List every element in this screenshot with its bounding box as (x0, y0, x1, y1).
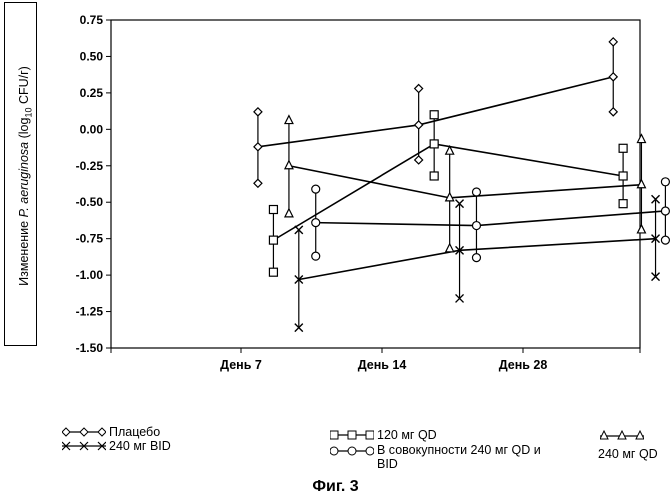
series-1-marker (269, 236, 277, 244)
x-tick-label: День 7 (220, 358, 262, 372)
legend-item-qd120: 120 мг QD (330, 428, 437, 442)
figure-caption: Фиг. 3 (0, 478, 671, 496)
series-4-marker (661, 207, 669, 215)
error-bars (254, 38, 669, 332)
series-1-marker (619, 172, 627, 180)
y-tick-label: -1.50 (76, 341, 104, 355)
series-2-upper-marker (285, 116, 293, 124)
series-2-marker (637, 180, 645, 188)
series-2-upper-marker (637, 135, 645, 143)
y-tick-label: 0.50 (80, 49, 104, 63)
series-2-marker (285, 161, 293, 169)
y-axis-label-prefix: Изменение (17, 217, 31, 285)
series-0-lower-marker (254, 179, 262, 187)
series-4-marker (312, 219, 320, 227)
legend-label-bid240: 240 мг BID (109, 439, 171, 453)
series-0-marker (254, 143, 262, 151)
series-2-lower-marker (446, 244, 454, 252)
series-0-upper-marker (609, 38, 617, 46)
legend-item-placebo: Плацебо (62, 425, 160, 439)
series-0-upper-marker (254, 108, 262, 116)
x-tick-label: День 14 (358, 358, 407, 372)
y-axis-ticks: -1.50 -1.25 -1.00 -0.75 -0.50 -0.25 0.00 0.25 0.… (76, 13, 111, 355)
y-axis-label-organism: P. aeruginosa (17, 142, 31, 218)
series-4-marker (472, 222, 480, 230)
series-4-lower-marker (472, 254, 480, 262)
y-axis-label-unit-2: CFU/г) (17, 66, 31, 107)
legend-swatch-qd240-wrap (600, 429, 647, 441)
series-4-lower-marker (312, 252, 320, 260)
legend-swatch-placebo (62, 426, 106, 438)
legend-label-combined: В совокупности 240 мг QD и BID (377, 443, 541, 471)
legend-label-combined-line2: BID (377, 457, 541, 471)
series-0-upper-marker (415, 85, 423, 93)
y-axis-label: Изменение P. aeruginosa (log10 CFU/г) (17, 66, 34, 286)
y-tick-label: -1.00 (76, 268, 104, 282)
series-0-marker (415, 121, 423, 129)
series-1-lower-marker (430, 172, 438, 180)
x-axis-ticks: День 7 День 14 День 28 (111, 348, 640, 372)
series-1-lower-marker (269, 268, 277, 276)
legend-swatch-qd120 (330, 429, 374, 441)
legend-swatch-combined (330, 445, 374, 457)
y-axis-label-subscript: 10 (23, 108, 33, 118)
series-4-lower-marker (661, 236, 669, 244)
y-tick-label: -0.75 (76, 232, 104, 246)
legend-label-placebo: Плацебо (109, 425, 160, 439)
series-0-lower-marker (609, 108, 617, 116)
y-tick-label: -1.25 (76, 305, 104, 319)
legend-label-qd120: 120 мг QD (377, 428, 437, 442)
plot-frame (111, 20, 640, 348)
legend-item-qd240: 240 мг QD (598, 447, 658, 461)
series-4-upper-marker (472, 188, 480, 196)
legend-label-combined-line1: В совокупности 240 мг QD и (377, 443, 541, 457)
y-tick-label: -0.50 (76, 195, 104, 209)
series-1-marker (430, 140, 438, 148)
series-4-line (316, 211, 666, 226)
series-4-upper-marker (312, 185, 320, 193)
series-1-lower-marker (619, 200, 627, 208)
series-1-upper-marker (269, 206, 277, 214)
x-tick-label: День 28 (499, 358, 548, 372)
series-1-upper-marker (619, 144, 627, 152)
legend-swatch-qd240 (600, 429, 644, 441)
legend-swatch-bid240 (62, 440, 106, 452)
series-0-marker (609, 73, 617, 81)
y-tick-label: 0.00 (80, 122, 104, 136)
series-2-lower-marker (285, 209, 293, 217)
series-0-lower-marker (415, 156, 423, 164)
legend-label-qd240: 240 мг QD (598, 447, 658, 461)
series-4-upper-marker (661, 178, 669, 186)
y-axis-label-box: Изменение P. aeruginosa (log10 CFU/г) (4, 2, 37, 346)
legend-item-combined: В совокупности 240 мг QD и BID (330, 443, 541, 471)
series-1-upper-marker (430, 111, 438, 119)
series-2-lower-marker (637, 225, 645, 233)
legend-item-bid240: 240 мг BID (62, 439, 171, 453)
y-tick-label: 0.75 (80, 13, 104, 27)
plot-axes (111, 20, 640, 348)
y-tick-label: -0.25 (76, 159, 104, 173)
y-axis-label-unit-1: (log (17, 118, 31, 142)
y-tick-label: 0.25 (80, 86, 104, 100)
